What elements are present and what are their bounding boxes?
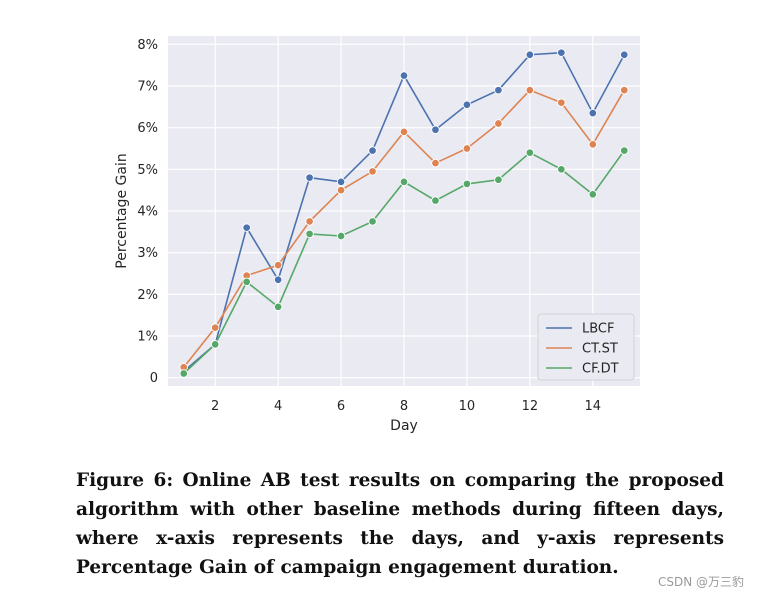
data-point xyxy=(242,277,251,287)
data-point xyxy=(399,71,409,80)
data-point xyxy=(336,177,346,187)
data-point xyxy=(494,175,503,184)
data-point xyxy=(210,340,220,349)
data-point xyxy=(494,85,503,95)
data-point xyxy=(620,146,629,155)
data-point xyxy=(336,185,346,195)
data-point xyxy=(588,108,598,118)
y-tick-label: 6% xyxy=(137,121,158,136)
legend-label: LBCF xyxy=(582,322,615,337)
y-tick-label: 4% xyxy=(137,205,158,220)
y-tick-label: 8% xyxy=(137,38,158,53)
data-point xyxy=(368,217,377,226)
data-point xyxy=(557,98,566,107)
data-point xyxy=(305,217,314,226)
x-tick-label: 14 xyxy=(585,399,602,414)
data-point xyxy=(399,127,409,137)
y-tick-label: 7% xyxy=(137,80,158,95)
data-point xyxy=(620,85,629,95)
y-axis-label: Percentage Gain xyxy=(114,153,130,268)
x-tick-label: 10 xyxy=(459,399,476,414)
data-point xyxy=(462,144,472,153)
data-point xyxy=(273,275,283,285)
data-point xyxy=(494,119,503,128)
legend-label: CT.ST xyxy=(582,342,618,357)
data-point xyxy=(525,50,535,60)
series-layer xyxy=(179,48,629,378)
x-tick-label: 2 xyxy=(211,399,219,414)
data-point xyxy=(399,177,409,187)
line-chart: 0 1% 2% 3% 4% 5% 6% 7% 8% 2 4 6 8 10 12 14 Day Percenta… xyxy=(114,36,640,434)
y-tick-label: 1% xyxy=(137,330,158,345)
data-point xyxy=(431,196,440,205)
y-tick-label: 0 xyxy=(150,371,158,386)
x-tick-label: 4 xyxy=(274,399,282,414)
grid-lines xyxy=(168,36,640,386)
data-point xyxy=(588,140,598,149)
x-tick-label: 8 xyxy=(400,399,408,414)
data-point xyxy=(273,302,283,312)
data-point xyxy=(368,167,377,176)
data-point xyxy=(557,48,566,57)
x-axis-label: Day xyxy=(390,418,418,434)
data-point xyxy=(588,190,598,199)
data-point xyxy=(557,165,566,174)
x-tick-label: 6 xyxy=(337,399,345,414)
data-point xyxy=(525,85,535,95)
tick-labels: 0 1% 2% 3% 4% 5% 6% 7% 8% 2 4 6 8 10 12 14 xyxy=(137,38,601,414)
data-point xyxy=(431,158,440,168)
data-point xyxy=(525,148,535,157)
data-point xyxy=(620,50,629,60)
data-point xyxy=(179,369,188,378)
y-tick-label: 3% xyxy=(137,246,158,261)
y-tick-label: 5% xyxy=(137,163,158,178)
data-point xyxy=(462,100,472,109)
data-point xyxy=(305,229,314,239)
data-point xyxy=(210,323,220,332)
data-point xyxy=(431,125,440,134)
data-point xyxy=(368,146,377,155)
data-point xyxy=(336,231,346,241)
data-point xyxy=(273,260,283,270)
legend-label: CF.DT xyxy=(582,362,619,377)
data-point xyxy=(305,173,314,182)
figure-caption: Figure 6: Online AB test results on comp… xyxy=(76,470,724,578)
x-tick-label: 12 xyxy=(522,399,539,414)
legend-box xyxy=(537,313,635,381)
watermark: CSDN @万三豹 xyxy=(657,575,744,589)
legend: LBCF CT.ST CF.DT xyxy=(537,313,635,381)
data-point xyxy=(242,223,251,232)
data-point xyxy=(462,179,472,189)
y-tick-label: 2% xyxy=(137,288,158,303)
